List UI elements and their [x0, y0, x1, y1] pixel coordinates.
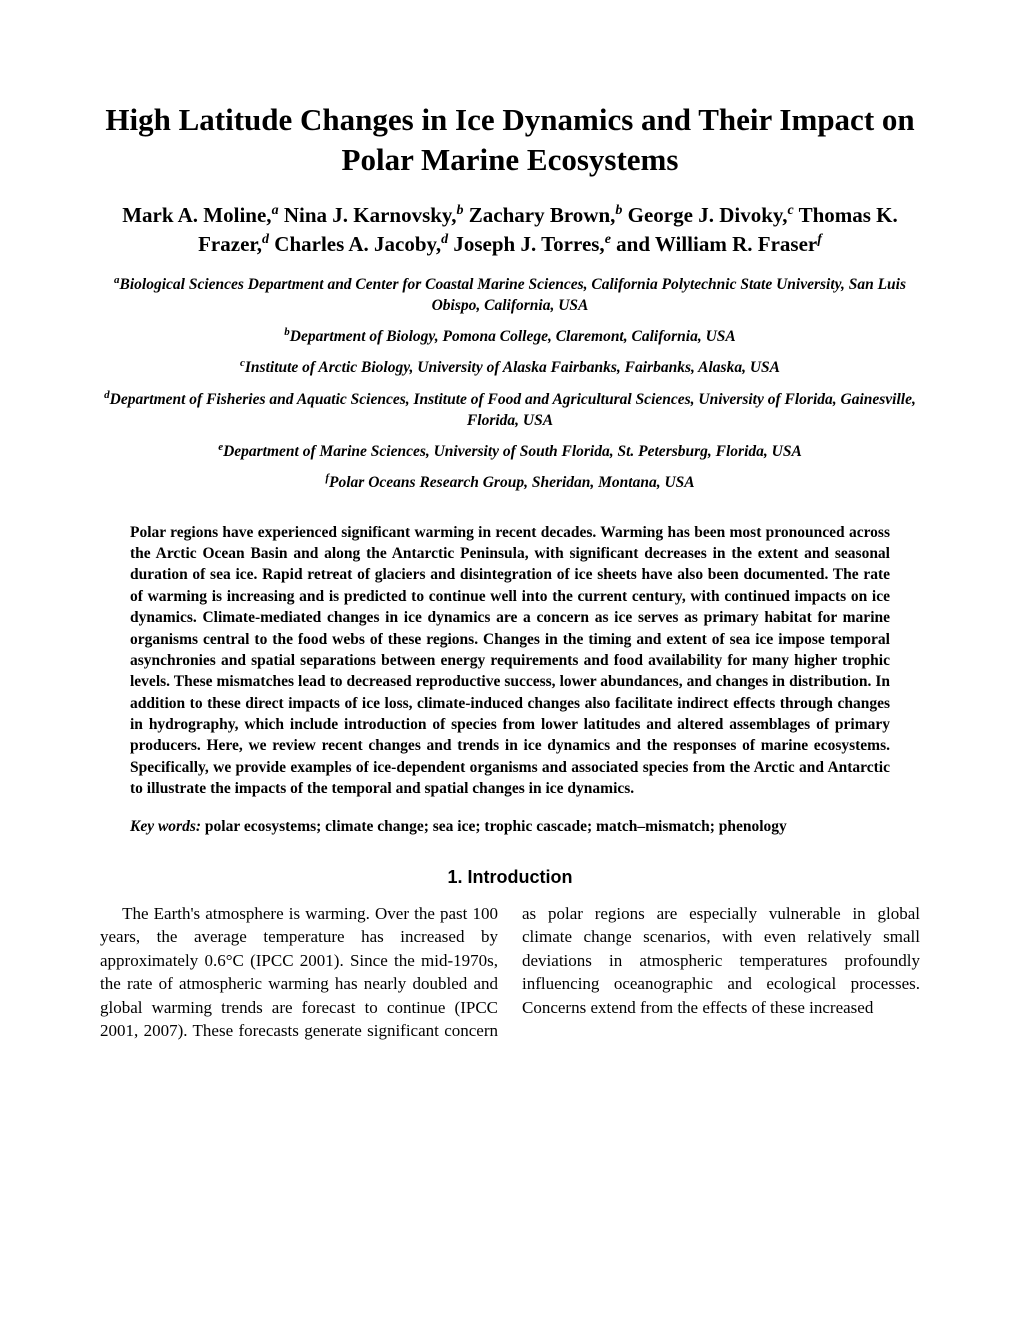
abstract-text: Polar regions have experienced significa… — [130, 522, 890, 800]
affiliation: cInstitute of Arctic Biology, University… — [100, 356, 920, 379]
body-paragraph: The Earth's atmosphere is warming. Over … — [100, 902, 920, 1043]
keywords-text: polar ecosystems; climate change; sea ic… — [201, 818, 787, 835]
keywords-label: Key words: — [130, 818, 201, 835]
authors-line: Mark A. Moline,a Nina J. Karnovsky,b Zac… — [100, 201, 920, 260]
body-col2-text: 2001, 2007). These forecasts generate si… — [100, 904, 920, 1040]
page: High Latitude Changes in Ice Dynamics an… — [0, 0, 1020, 1103]
section-heading-introduction: 1. Introduction — [100, 867, 920, 888]
affil-text: Polar Oceans Research Group, Sheridan, M… — [329, 474, 695, 491]
affil-text: Department of Fisheries and Aquatic Scie… — [110, 391, 916, 429]
paper-title: High Latitude Changes in Ice Dynamics an… — [100, 100, 920, 181]
affiliation: bDepartment of Biology, Pomona College, … — [100, 325, 920, 348]
body-col1-text: The Earth's atmosphere is warming. Over … — [100, 904, 498, 1017]
body-columns: The Earth's atmosphere is warming. Over … — [100, 902, 920, 1043]
affil-text: Department of Marine Sciences, Universit… — [223, 443, 802, 460]
affiliation: fPolar Oceans Research Group, Sheridan, … — [100, 471, 920, 494]
affil-text: Department of Biology, Pomona College, C… — [290, 329, 736, 346]
affiliation: dDepartment of Fisheries and Aquatic Sci… — [100, 388, 920, 432]
affiliation: eDepartment of Marine Sciences, Universi… — [100, 440, 920, 463]
affiliations-block: aBiological Sciences Department and Cent… — [100, 273, 920, 493]
affiliation: aBiological Sciences Department and Cent… — [100, 273, 920, 317]
keywords-line: Key words: polar ecosystems; climate cha… — [130, 816, 890, 837]
affil-text: Institute of Arctic Biology, University … — [245, 360, 780, 377]
affil-text: Biological Sciences Department and Cente… — [120, 277, 907, 315]
